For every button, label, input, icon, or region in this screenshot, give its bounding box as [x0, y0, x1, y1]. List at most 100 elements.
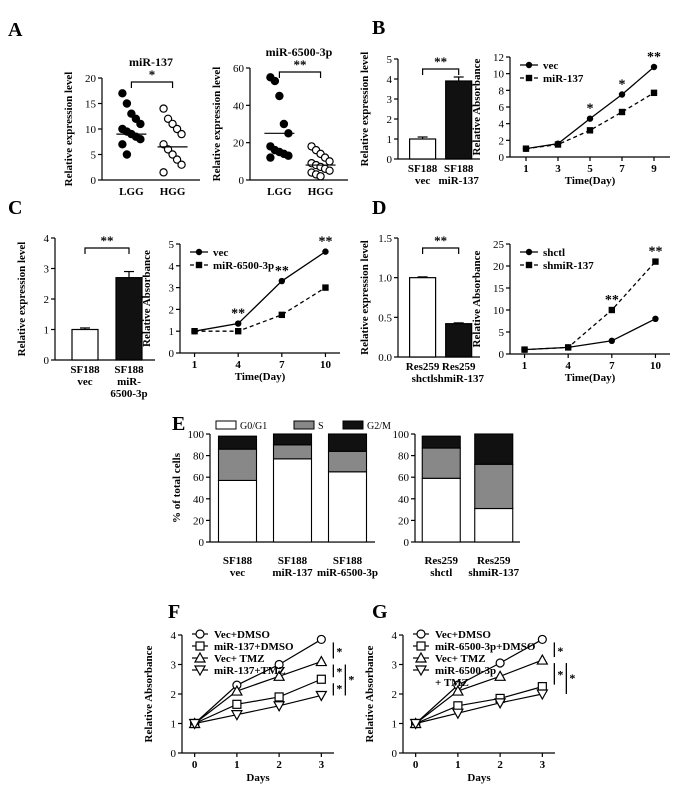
y-tick-label: 4 — [499, 119, 505, 131]
y-tick-label: 0.0 — [378, 352, 392, 364]
series-line — [415, 686, 543, 725]
series-line — [524, 261, 656, 351]
y-tick-label: 0 — [404, 537, 410, 549]
data-point — [195, 248, 203, 256]
x-category-label: Res259 — [424, 555, 458, 567]
significance-mark: * — [587, 102, 594, 117]
series-line — [194, 251, 326, 332]
y-tick-label: 4 — [44, 233, 50, 245]
significance-bracket — [278, 71, 322, 78]
data-point — [525, 248, 533, 256]
data-point — [193, 665, 207, 677]
y-tick-label: 80 — [193, 451, 205, 463]
legend-label: Vec+ TMZ — [214, 653, 265, 665]
x-tick-label: 3 — [540, 759, 546, 771]
y-axis-label: Relative expression level — [359, 52, 371, 167]
x-tick-label: 1 — [523, 163, 529, 175]
bar-segment — [474, 463, 514, 510]
data-point — [564, 344, 572, 351]
x-tick-label: 1 — [234, 759, 240, 771]
legend-label: S — [318, 421, 324, 432]
legend-label: Vec+DMSO — [214, 629, 270, 641]
x-category-label: HGG — [308, 186, 334, 198]
significance-mark: ** — [648, 245, 662, 260]
chart-B2: 0 2 4 6 8 10 12 Relative Absorbance 1 3 5 7 9 Time(Da… — [471, 50, 670, 187]
x-category-label: SF188 — [444, 163, 474, 175]
y-tick-label: 20 — [233, 138, 245, 150]
x-category-label: HGG — [160, 186, 186, 198]
legend-label: + TMZ — [435, 677, 469, 689]
legend-swatch — [342, 420, 364, 430]
chart-A1: miR-137 0 5 10 15 20 Relative expression level… — [63, 55, 200, 198]
data-point — [127, 109, 136, 118]
y-tick-label: 20 — [398, 515, 410, 527]
x-tick-label: 7 — [279, 359, 285, 371]
data-point — [118, 140, 127, 149]
data-point — [586, 127, 594, 134]
x-category-label: SF188 — [278, 555, 308, 567]
bar-segment — [272, 444, 313, 460]
legend-label: miR-137+TMZ — [214, 665, 286, 677]
data-point — [316, 634, 326, 645]
legend-label: miR-6500-3p — [435, 665, 496, 677]
y-tick-label: 20 — [493, 261, 505, 273]
legend-label: G0/G1 — [240, 421, 267, 432]
significance-mark: ** — [647, 50, 661, 65]
x-tick-label: 7 — [609, 360, 615, 372]
y-tick-label: 0 — [171, 748, 177, 760]
significance-mark: * — [336, 681, 342, 695]
data-point — [316, 172, 325, 181]
data-point — [652, 315, 659, 322]
y-tick-label: 4 — [169, 261, 175, 273]
significance-mark: * — [348, 673, 354, 687]
y-tick-label: 1 — [392, 719, 398, 731]
y-tick-label: 60 — [193, 472, 205, 484]
data-point — [495, 658, 505, 668]
series-line — [525, 92, 655, 150]
data-point — [172, 155, 182, 164]
y-tick-label: 5 — [499, 327, 505, 339]
series-line — [194, 694, 322, 725]
data-point — [177, 160, 186, 169]
y-tick-label: 60 — [233, 63, 245, 75]
data-point — [325, 166, 334, 175]
data-point — [270, 76, 280, 86]
data-point — [159, 104, 168, 113]
legend-label: vec — [543, 60, 558, 72]
y-tick-label: 1.5 — [378, 233, 392, 245]
significance-bracket — [130, 81, 174, 88]
panel-letter-g: G — [372, 601, 388, 623]
bar — [445, 323, 473, 358]
y-tick-label: 2 — [392, 689, 398, 701]
chart-C2: 0 1 2 3 4 5 Relative Absorbance 1 4 7 10 Time(Day) v… — [141, 235, 340, 383]
bar — [409, 277, 437, 358]
bar-segment — [421, 477, 461, 543]
bar-segment — [217, 435, 258, 450]
data-point — [536, 689, 549, 701]
data-point — [163, 114, 173, 124]
y-tick-label: 3 — [387, 94, 393, 106]
data-point — [650, 63, 658, 71]
data-point — [521, 346, 528, 353]
data-point — [193, 651, 207, 663]
panel-letter-b: B — [372, 17, 385, 39]
significance-bracket — [84, 247, 130, 254]
data-point — [315, 655, 328, 667]
data-point — [234, 328, 242, 335]
significance-mark: * — [557, 667, 563, 681]
x-tick-label: 10 — [320, 359, 332, 371]
y-axis-label: Relative expression level — [16, 242, 28, 357]
bar — [71, 328, 99, 361]
data-point — [195, 641, 205, 651]
bar-segment — [217, 479, 258, 543]
significance-mark: * — [569, 671, 575, 685]
x-tick-label: 9 — [651, 163, 657, 175]
y-axis-label: Relative Absorbance — [141, 250, 153, 347]
y-tick-label: 0 — [499, 349, 505, 361]
y-tick-label: 2 — [171, 689, 177, 701]
x-category-label: Res259 — [442, 361, 476, 373]
significance-mark: ** — [101, 233, 114, 248]
